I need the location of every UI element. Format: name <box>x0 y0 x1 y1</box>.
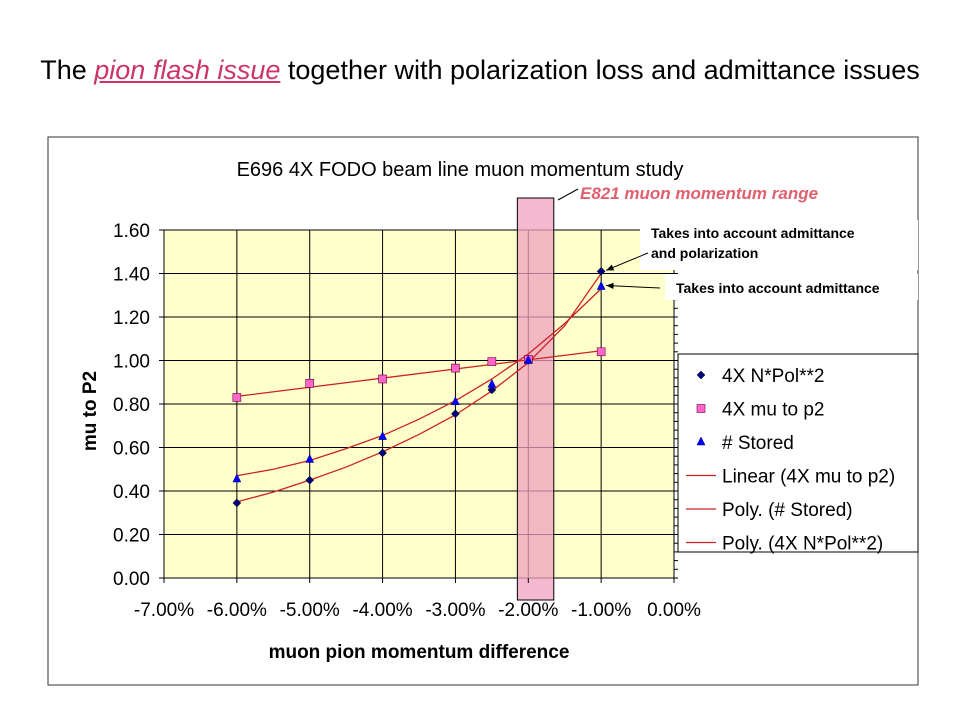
annotation-arrowhead <box>606 264 615 271</box>
slide-title-highlight-link[interactable]: pion flash issue <box>94 55 281 85</box>
x-tick-label: -2.00% <box>498 600 558 621</box>
data-point-diamond <box>451 409 460 419</box>
data-point-diamond <box>378 448 387 458</box>
annotation-arrowhead <box>606 282 614 289</box>
y-tick-label: 1.00 <box>113 352 150 373</box>
y-tick-label: 1.40 <box>113 265 150 286</box>
trendline <box>236 350 602 398</box>
band-label-pointer <box>557 188 579 201</box>
x-axis-label: muon pion momentum difference <box>269 642 570 663</box>
y-tick-label: 1.20 <box>113 308 150 329</box>
legend-entry-label: 4X mu to p2 <box>722 400 824 421</box>
data-point-diamond <box>696 370 706 380</box>
x-tick-label: -1.00% <box>571 600 631 621</box>
trendline <box>236 288 602 477</box>
data-point-triangle <box>696 436 706 446</box>
data-point-diamond <box>596 266 606 276</box>
x-tick-label: -4.00% <box>352 600 412 621</box>
trendline-layer <box>236 273 602 503</box>
e821-momentum-band <box>516 197 555 601</box>
y-tick-label: 1.60 <box>113 221 150 242</box>
data-point-square <box>596 347 606 357</box>
annotation-box <box>665 274 918 300</box>
legend-entry-label: Poly. (# Stored) <box>722 500 853 521</box>
marker-layer <box>232 266 606 508</box>
axis-layer: 0.00 0.20 0.40 0.60 0.80 1.00 1.20 1.40 1.60 -7.0… <box>113 221 701 621</box>
y-tick-label: 0.40 <box>113 482 150 503</box>
y-tick-label: 0.00 <box>113 569 150 590</box>
data-point-square <box>487 357 497 366</box>
data-point-square <box>696 404 706 413</box>
annotation-text: Takes into account admittance <box>676 280 880 296</box>
y-tick-label: 0.20 <box>113 526 150 547</box>
x-tick-label: 0.00% <box>647 600 701 621</box>
legend-entry-label: Linear (4X mu to p2) <box>722 467 895 488</box>
y-tick-label: 0.60 <box>113 439 150 460</box>
x-tick-label: -6.00% <box>207 600 267 621</box>
data-point-square <box>305 379 315 388</box>
data-point-triangle <box>451 396 460 406</box>
annotation-box <box>640 220 918 270</box>
data-point-triangle <box>596 280 606 290</box>
data-point-triangle <box>487 378 497 388</box>
e821-band-layer <box>516 188 579 601</box>
x-tick-label: -7.00% <box>134 600 194 621</box>
slide-title-suffix: together with polarization loss and admi… <box>280 55 920 85</box>
legend-box <box>677 353 919 553</box>
data-point-square <box>232 393 242 402</box>
legend: 4X N*Pol**2 4X mu to p2 # Stored Linear (4X… <box>677 353 919 555</box>
y-tick-label: 0.80 <box>113 395 150 416</box>
data-point-triangle <box>305 453 315 463</box>
legend-entry-label: Poly. (4X N*Pol**2) <box>722 534 883 555</box>
x-tick-label: -5.00% <box>280 600 340 621</box>
data-point-triangle <box>232 473 242 483</box>
data-point-triangle <box>523 354 533 364</box>
annotation-arrow <box>606 285 661 289</box>
legend-entry-label: 4X N*Pol**2 <box>722 366 824 387</box>
trendline <box>236 273 602 503</box>
legend-entry-label: # Stored <box>722 433 794 454</box>
data-point-square <box>378 374 387 384</box>
data-point-triangle <box>378 431 387 440</box>
slide-title: The pion flash issue together with polar… <box>40 52 920 88</box>
x-tick-label: -3.00% <box>425 600 485 621</box>
data-point-square <box>451 363 460 373</box>
chart-title: E696 4X FODO beam line muon momentum stu… <box>237 159 684 181</box>
data-point-diamond <box>487 385 497 395</box>
annotation-text: and polarization <box>651 245 758 261</box>
data-point-diamond <box>232 498 242 508</box>
y-axis-label: mu to P2 <box>80 371 101 451</box>
data-point-diamond <box>305 475 315 485</box>
slide-title-prefix: The <box>40 55 95 85</box>
annotation-arrow <box>605 252 649 271</box>
band-label: E821 muon momentum range <box>580 184 818 203</box>
annotation-layer: Takes into account admittance and polariz… <box>605 220 918 300</box>
annotation-text: Takes into account admittance <box>651 225 855 241</box>
